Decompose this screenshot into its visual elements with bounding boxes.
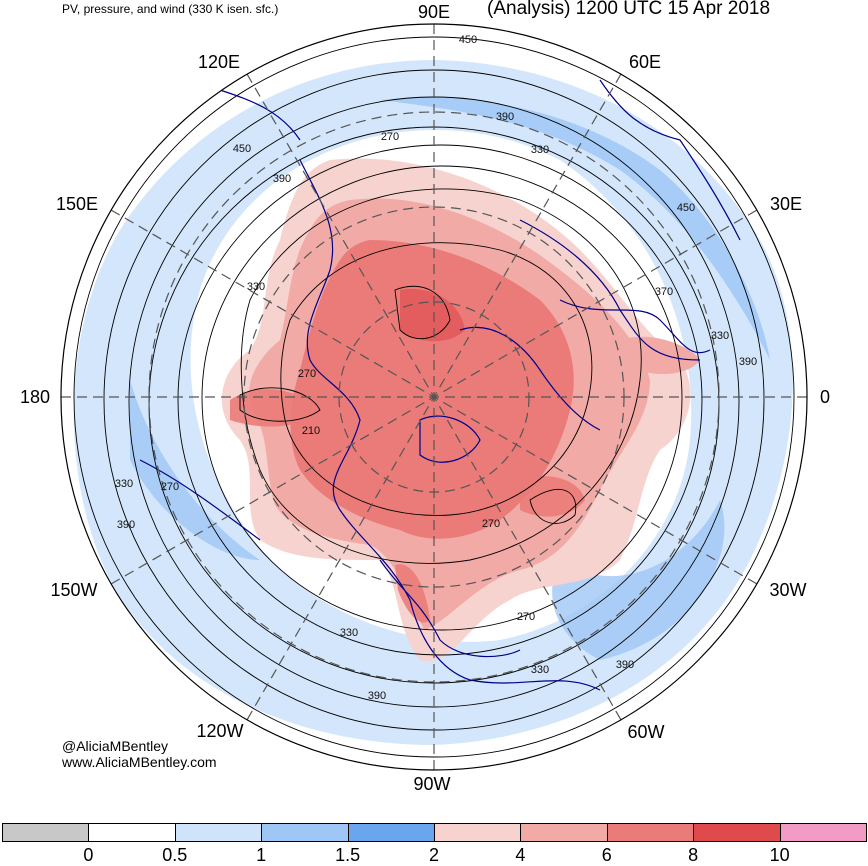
pv-red-patch-3 (395, 564, 430, 623)
graticule (61, 24, 807, 770)
longitude-labels: 90E 60E 30E 0 30W 60W 90W 120W 150W 180 … (20, 2, 830, 794)
contour-labels: 450 390 330 270 450 390 330 270 210 330 … (115, 34, 757, 702)
colorbar-segment (261, 823, 349, 842)
pv-red-inner (290, 240, 574, 539)
map-border (60, 23, 808, 771)
contour-label: 390 (496, 111, 514, 123)
lon-label-120e: 120E (198, 52, 240, 72)
map-title: (Analysis) 1200 UTC 15 Apr 2018 (487, 0, 771, 19)
colorbar-tick-label: 0.5 (162, 845, 188, 865)
lon-label-30e: 30E (770, 194, 802, 214)
contour-label: 270 (161, 481, 179, 493)
pv-colorbar: 0 0.5 1 1.5 2 4 6 8 10 (0, 823, 868, 865)
contour-label: 270 (381, 131, 399, 143)
lon-label-30w: 30W (769, 580, 806, 600)
lon-label-60e: 60E (629, 52, 661, 72)
colorbar-segment (174, 823, 263, 842)
colorbar-segment (606, 823, 695, 842)
lon-label-180: 180 (20, 387, 50, 407)
contour-label: 330 (711, 330, 729, 342)
colorbar-segment (88, 823, 176, 842)
contour-label: 390 (616, 659, 634, 671)
lon-label-150e: 150E (56, 194, 98, 214)
contour-label: 270 (517, 611, 535, 623)
lon-label-120w: 120W (196, 721, 243, 741)
contour-label: 270 (482, 518, 500, 530)
contour-label: 210 (302, 425, 320, 437)
colorbar-tick-label: 2 (428, 845, 440, 865)
colorbar-segment (347, 823, 435, 842)
credit: @AliciaMBentley www.AliciaMBentley.com (62, 738, 217, 770)
contour-label: 450 (677, 202, 695, 214)
contour-label: 390 (368, 690, 386, 702)
colorbar-tick-label: 10 (769, 845, 790, 865)
contour-label: 330 (115, 478, 133, 490)
colorbar-tick-label: 0 (83, 845, 94, 865)
credit-site: www.AliciaMBentley.com (62, 754, 217, 770)
pv-blue-belt (73, 60, 793, 745)
contour-label: 270 (298, 368, 316, 380)
pv-blue-patch-2 (552, 500, 725, 660)
contour-label: 330 (531, 144, 549, 156)
colorbar-tick-label: 4 (515, 845, 526, 865)
lon-label-0: 0 (820, 387, 830, 407)
lon-label-90e: 90E (418, 2, 450, 22)
coastlines (139, 79, 741, 691)
colorbar-segment (434, 823, 522, 842)
contour-label: 390 (273, 173, 291, 185)
colorbar-segment (779, 823, 867, 842)
contour-label: 330 (531, 664, 549, 676)
polar-map: 90E 60E 30E 0 30W 60W 90W 120W 150W 180 … (20, 2, 830, 794)
contour-label: 390 (117, 519, 135, 531)
colorbar-segment (693, 823, 781, 842)
colorbar-segment (2, 823, 90, 842)
colorbar-tick-label: 8 (688, 845, 699, 865)
colorbar-tick-label: 1.5 (335, 845, 361, 865)
pv-blue-belt-dark (380, 97, 770, 360)
contour-label: 450 (459, 34, 477, 46)
lon-label-90w: 90W (413, 774, 450, 794)
colorbar-segment (520, 823, 608, 842)
lon-label-150w: 150W (50, 580, 97, 600)
contour-label: 330 (247, 281, 265, 293)
map-subtitle: PV, pressure, and wind (330 K isen. sfc.… (62, 2, 279, 16)
credit-handle: @AliciaMBentley (62, 738, 169, 754)
pv-red-patch-2 (520, 476, 585, 517)
lon-label-60w: 60W (627, 722, 664, 742)
colorbar-tick-label: 1 (256, 845, 267, 865)
pv-dark-patch (400, 289, 465, 342)
contour-label: 370 (655, 286, 673, 298)
colorbar-tick-label: 6 (601, 845, 612, 865)
pv-blue-patch-1 (130, 380, 260, 560)
contour-label: 330 (340, 627, 358, 639)
contour-label: 390 (739, 356, 757, 368)
contour-label: 450 (233, 143, 251, 155)
